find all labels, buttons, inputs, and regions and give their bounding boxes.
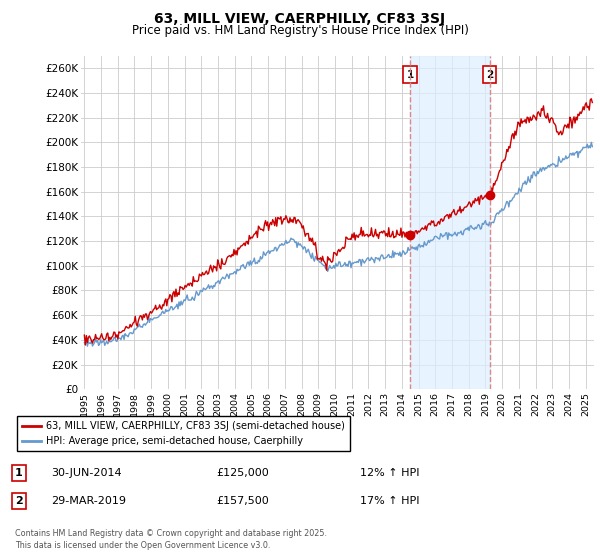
Text: 30-JUN-2014: 30-JUN-2014 bbox=[51, 468, 122, 478]
Text: 12% ↑ HPI: 12% ↑ HPI bbox=[360, 468, 419, 478]
Text: 2: 2 bbox=[486, 69, 493, 80]
Text: 17% ↑ HPI: 17% ↑ HPI bbox=[360, 496, 419, 506]
Text: 29-MAR-2019: 29-MAR-2019 bbox=[51, 496, 126, 506]
Text: Price paid vs. HM Land Registry's House Price Index (HPI): Price paid vs. HM Land Registry's House … bbox=[131, 24, 469, 36]
Text: 1: 1 bbox=[407, 69, 414, 80]
Text: 63, MILL VIEW, CAERPHILLY, CF83 3SJ: 63, MILL VIEW, CAERPHILLY, CF83 3SJ bbox=[154, 12, 446, 26]
Legend: 63, MILL VIEW, CAERPHILLY, CF83 3SJ (semi-detached house), HPI: Average price, s: 63, MILL VIEW, CAERPHILLY, CF83 3SJ (sem… bbox=[17, 417, 350, 451]
Text: £125,000: £125,000 bbox=[216, 468, 269, 478]
Bar bbox=[410, 56, 490, 389]
Text: Contains HM Land Registry data © Crown copyright and database right 2025.
This d: Contains HM Land Registry data © Crown c… bbox=[15, 529, 327, 550]
Text: £157,500: £157,500 bbox=[216, 496, 269, 506]
Text: 2: 2 bbox=[15, 496, 23, 506]
Text: 1: 1 bbox=[15, 468, 23, 478]
